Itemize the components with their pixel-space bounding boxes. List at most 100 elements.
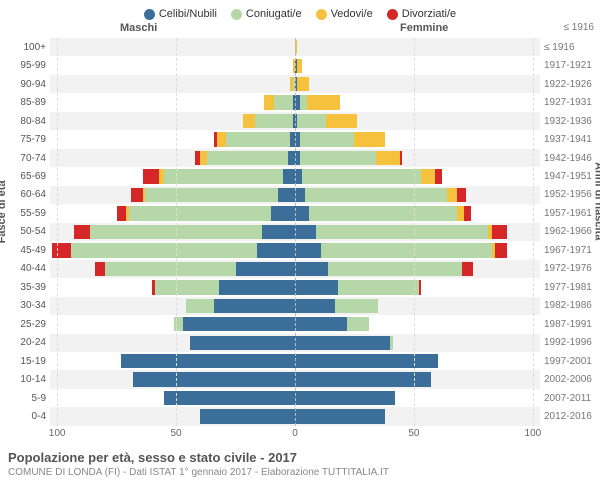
segment-d bbox=[464, 206, 471, 220]
bar-male bbox=[50, 77, 295, 91]
bar-male bbox=[50, 299, 295, 313]
segment-co bbox=[347, 317, 368, 331]
segment-v bbox=[297, 59, 302, 73]
age-label: 30-34 bbox=[4, 300, 46, 311]
birth-label: 1957-1961 bbox=[544, 208, 598, 219]
legend-label: Divorziati/e bbox=[402, 8, 456, 20]
segment-d bbox=[117, 206, 127, 220]
age-label: 70-74 bbox=[4, 153, 46, 164]
segment-co bbox=[300, 151, 376, 165]
bar-male bbox=[50, 317, 295, 331]
birth-label: 2012-2016 bbox=[544, 411, 598, 422]
bar-male bbox=[50, 336, 295, 350]
x-tick: 100 bbox=[49, 428, 66, 439]
segment-d bbox=[435, 169, 442, 183]
segment-d bbox=[457, 188, 467, 202]
column-headers: Maschi Femmine ≤ 1916 bbox=[0, 22, 600, 38]
female-header: Femmine bbox=[400, 22, 448, 34]
birth-label: 1937-1941 bbox=[544, 134, 598, 145]
segment-c bbox=[295, 169, 302, 183]
segment-c bbox=[271, 206, 295, 220]
birth-label: 1952-1956 bbox=[544, 189, 598, 200]
grid-line bbox=[414, 38, 415, 426]
segment-c bbox=[133, 372, 295, 386]
birth-label: ≤ 1916 bbox=[544, 42, 598, 53]
birth-label: 1917-1921 bbox=[544, 60, 598, 71]
segment-co bbox=[274, 95, 293, 109]
segment-d bbox=[52, 243, 71, 257]
age-label: 5-9 bbox=[4, 393, 46, 404]
age-label: 15-19 bbox=[4, 356, 46, 367]
birth-label: 1982-1986 bbox=[544, 300, 598, 311]
chart-title: Popolazione per età, sesso e stato civil… bbox=[8, 450, 592, 465]
segment-d bbox=[462, 262, 474, 276]
chart-footer: Popolazione per età, sesso e stato civil… bbox=[0, 446, 600, 478]
x-tick: 50 bbox=[171, 428, 182, 439]
birth-label: 1932-1936 bbox=[544, 116, 598, 127]
age-label: 65-69 bbox=[4, 171, 46, 182]
age-label: 55-59 bbox=[4, 208, 46, 219]
bar-female bbox=[295, 151, 540, 165]
grid-line bbox=[533, 38, 534, 426]
age-label: 85-89 bbox=[4, 97, 46, 108]
birth-label: 1997-2001 bbox=[544, 356, 598, 367]
segment-co bbox=[129, 206, 272, 220]
segment-c bbox=[262, 225, 295, 239]
bar-male bbox=[50, 206, 295, 220]
bar-male bbox=[50, 372, 295, 386]
x-tick: 100 bbox=[525, 428, 542, 439]
bar-male bbox=[50, 132, 295, 146]
age-label: 20-24 bbox=[4, 337, 46, 348]
age-label: 100+ bbox=[4, 42, 46, 53]
bar-female bbox=[295, 206, 540, 220]
bar-female bbox=[295, 317, 540, 331]
age-label: 50-54 bbox=[4, 226, 46, 237]
segment-c bbox=[295, 391, 395, 405]
bar-male bbox=[50, 151, 295, 165]
bar-female bbox=[295, 336, 540, 350]
segment-co bbox=[300, 132, 355, 146]
segment-c bbox=[257, 243, 295, 257]
segment-c bbox=[295, 206, 309, 220]
segment-c bbox=[288, 151, 295, 165]
bar-female bbox=[295, 262, 540, 276]
bar-female bbox=[295, 280, 540, 294]
segment-co bbox=[338, 280, 419, 294]
segment-c bbox=[219, 280, 295, 294]
bar-female bbox=[295, 299, 540, 313]
segment-v bbox=[457, 206, 464, 220]
legend-item: Vedovi/e bbox=[316, 8, 373, 20]
segment-v bbox=[447, 188, 457, 202]
segment-c bbox=[283, 169, 295, 183]
segment-c bbox=[164, 391, 295, 405]
age-label: 25-29 bbox=[4, 319, 46, 330]
bar-male bbox=[50, 95, 295, 109]
segment-co bbox=[316, 225, 487, 239]
birth-label: 2007-2011 bbox=[544, 393, 598, 404]
age-label: 95-99 bbox=[4, 60, 46, 71]
legend-swatch bbox=[231, 9, 242, 20]
age-label: 80-84 bbox=[4, 116, 46, 127]
birth-year-hint: ≤ 1916 bbox=[563, 22, 594, 33]
segment-co bbox=[302, 169, 421, 183]
segment-c bbox=[183, 317, 295, 331]
bar-female bbox=[295, 169, 540, 183]
segment-co bbox=[309, 206, 456, 220]
chart-subtitle: COMUNE DI LONDA (FI) - Dati ISTAT 1° gen… bbox=[8, 467, 592, 478]
legend-item: Celibi/Nubili bbox=[144, 8, 217, 20]
age-label: 60-64 bbox=[4, 189, 46, 200]
birth-label: 1972-1976 bbox=[544, 263, 598, 274]
bar-female bbox=[295, 59, 540, 73]
x-tick: 50 bbox=[408, 428, 419, 439]
segment-d bbox=[419, 280, 421, 294]
bar-male bbox=[50, 391, 295, 405]
legend-item: Divorziati/e bbox=[387, 8, 456, 20]
legend-label: Coniugati/e bbox=[246, 8, 302, 20]
bar-female bbox=[295, 77, 540, 91]
segment-c bbox=[295, 409, 385, 423]
legend-swatch bbox=[144, 9, 155, 20]
segment-v bbox=[217, 132, 227, 146]
age-label: 75-79 bbox=[4, 134, 46, 145]
segment-co bbox=[226, 132, 290, 146]
segment-c bbox=[295, 225, 316, 239]
